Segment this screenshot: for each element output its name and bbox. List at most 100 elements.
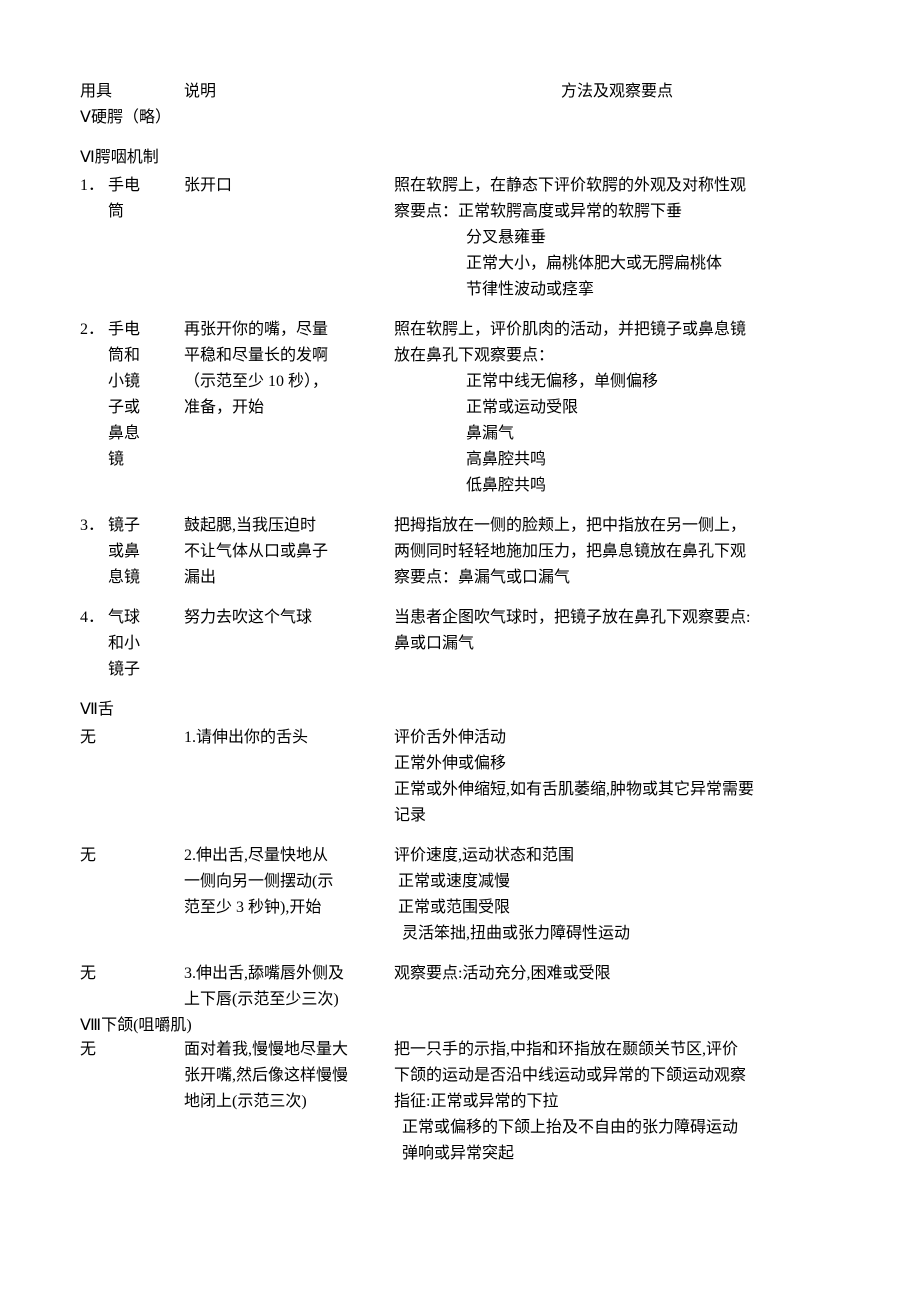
- sec8-item1-row1: 无 面对着我,慢慢地尽量大 把一只手的示指,中指和环指放在颞颌关节区,评价: [80, 1038, 840, 1062]
- sec6-item2-tool3: 小镜: [108, 370, 180, 394]
- sec7-item2-row1: 无 2.伸出舌,尽量快地从 评价速度,运动状态和范围: [80, 844, 840, 868]
- sec6-item3-instr3: 漏出: [184, 566, 394, 590]
- sec6-item4-instr: 努力去吹这个气球: [184, 606, 394, 630]
- section-7-title: Ⅶ舌: [80, 698, 840, 722]
- sec6-item2-instr3: （示范至少 10 秒），: [184, 370, 394, 394]
- sec7-item3-row1: 无 3.伸出舌,舔嘴唇外侧及 观察要点:活动充分,困难或受限: [80, 962, 840, 986]
- sec6-item4-tool1: 气球: [108, 606, 180, 630]
- sec6-item1-m1: 照在软腭上，在静态下评价软腭的外观及对称性观: [394, 174, 840, 198]
- sec6-item2-m6: 高鼻腔共鸣: [394, 448, 840, 472]
- sec8-item1-m4: 正常或偏移的下颌上抬及不自由的张力障碍运动: [394, 1116, 840, 1140]
- sec7-item1-m2: 正常外伸或偏移: [394, 752, 840, 776]
- sec6-item2-row2: 筒和 平稳和尽量长的发啊 放在鼻孔下观察要点：: [80, 344, 840, 368]
- sec6-item2-m5: 鼻漏气: [394, 422, 840, 446]
- section-8-title: Ⅷ下颌(咀嚼肌): [80, 1014, 840, 1038]
- sec6-item2-instr2: 平稳和尽量长的发啊: [184, 344, 394, 368]
- sec6-item3-row3: 息镜 漏出 察要点：鼻漏气或口漏气: [80, 566, 840, 590]
- sec8-item1-row2: 张开嘴,然后像这样慢慢 下颌的运动是否沿中线运动或异常的下颌运动观察: [80, 1064, 840, 1088]
- sec6-item4-tool3: 镜子: [108, 658, 180, 682]
- sec6-item4-m2: 鼻或口漏气: [394, 632, 840, 656]
- sec7-item3-row2: 上下唇(示范至少三次): [80, 988, 840, 1012]
- sec8-item1-row5: 弹响或异常突起: [80, 1142, 840, 1166]
- sec6-item2-instr1: 再张开你的嘴，尽量: [184, 318, 394, 342]
- sec8-item1-m2: 下颌的运动是否沿中线运动或异常的下颌运动观察: [394, 1064, 840, 1088]
- sec6-item3-m3: 察要点：鼻漏气或口漏气: [394, 566, 840, 590]
- sec6-item4-row2: 和小 鼻或口漏气: [80, 632, 840, 656]
- sec6-item3-row1: 3．镜子 鼓起腮,当我压迫时 把拇指放在一侧的脸颊上，把中指放在另一侧上，: [80, 514, 840, 538]
- section-6-title: Ⅵ腭咽机制: [80, 146, 840, 170]
- sec7-item2-tool: 无: [80, 844, 184, 868]
- sec6-item2-row7: 低鼻腔共鸣: [80, 474, 840, 498]
- sec8-item1-m1: 把一只手的示指,中指和环指放在颞颌关节区,评价: [394, 1038, 840, 1062]
- sec6-item2-num: 2．: [80, 318, 108, 342]
- document-page: 用具 说明 方法及观察要点 Ⅴ硬腭（略） Ⅵ腭咽机制 1． 手电 张开口 照在软…: [0, 0, 920, 1302]
- sec8-item1-row4: 正常或偏移的下颌上抬及不自由的张力障碍运动: [80, 1116, 840, 1140]
- sec6-item3-row2: 或鼻 不让气体从口或鼻子 两侧同时轻轻地施加压力，把鼻息镜放在鼻孔下观: [80, 540, 840, 564]
- sec6-item2-m7: 低鼻腔共鸣: [394, 474, 840, 498]
- sec6-item1-row1: 1． 手电 张开口 照在软腭上，在静态下评价软腭的外观及对称性观: [80, 174, 840, 198]
- sec6-item2-tool1: 手电: [108, 318, 180, 342]
- sec7-item2-row2: 一侧向另一侧摆动(示 正常或速度减慢: [80, 870, 840, 894]
- sec6-item2-row6: 镜 高鼻腔共鸣: [80, 448, 840, 472]
- sec6-item1-row5: 节律性波动或痉挛: [80, 278, 840, 302]
- sec7-item1-row4: 记录: [80, 804, 840, 828]
- sec6-item2-row5: 鼻息 鼻漏气: [80, 422, 840, 446]
- sec6-item2-m3: 正常中线无偏移，单侧偏移: [394, 370, 840, 394]
- sec6-item3-tool1: 镜子: [108, 514, 180, 538]
- sec6-item2-tool2: 筒和: [108, 344, 180, 368]
- sec6-item1-tool1: 手电: [108, 174, 180, 198]
- sec8-item1-instr2: 张开嘴,然后像这样慢慢: [184, 1064, 394, 1088]
- sec7-item2-m4: 灵活笨拙,扭曲或张力障碍性运动: [394, 922, 840, 946]
- sec7-item2-row3: 范至少 3 秒钟),开始 正常或范围受限: [80, 896, 840, 920]
- sec6-item3-tool2: 或鼻: [108, 540, 180, 564]
- sec6-item4-row1: 4．气球 努力去吹这个气球 当患者企图吹气球时，把镜子放在鼻孔下观察要点:: [80, 606, 840, 630]
- sec7-item2-instr1: 2.伸出舌,尽量快地从: [184, 844, 394, 868]
- sec6-item2-m2: 放在鼻孔下观察要点：: [394, 344, 840, 368]
- sec7-item1-instr: 1.请伸出你的舌头: [184, 726, 394, 750]
- sec6-item2-tool4: 子或: [108, 396, 180, 420]
- sec6-item2-m4: 正常或运动受限: [394, 396, 840, 420]
- sec7-item1-m3: 正常或外伸缩短,如有舌肌萎缩,肿物或其它异常需要: [394, 778, 840, 802]
- sec6-item2-tool5: 鼻息: [108, 422, 180, 446]
- sec7-item2-m1: 评价速度,运动状态和范围: [394, 844, 840, 868]
- sec7-item2-m3: 正常或范围受限: [394, 896, 840, 920]
- sec8-item1-m3: 指征:正常或异常的下拉: [394, 1090, 840, 1114]
- sec6-item1-m4: 正常大小，扁桃体肥大或无腭扁桃体: [394, 252, 840, 276]
- sec7-item2-row4: 灵活笨拙,扭曲或张力障碍性运动: [80, 922, 840, 946]
- sec6-item1-instr: 张开口: [184, 174, 394, 198]
- sec6-item3-instr2: 不让气体从口或鼻子: [184, 540, 394, 564]
- sec7-item1-row2: 正常外伸或偏移: [80, 752, 840, 776]
- sec6-item1-m3: 分叉悬雍垂: [394, 226, 840, 250]
- sec8-item1-instr1: 面对着我,慢慢地尽量大: [184, 1038, 394, 1062]
- section-5-title: Ⅴ硬腭（略）: [80, 106, 175, 130]
- sec7-item3-instr1: 3.伸出舌,舔嘴唇外侧及: [184, 962, 394, 986]
- section-5-row: Ⅴ硬腭（略）: [80, 106, 840, 130]
- sec8-item1-instr3: 地闭上(示范三次): [184, 1090, 394, 1114]
- sec8-item1-tool: 无: [80, 1038, 184, 1062]
- sec7-item1-tool: 无: [80, 726, 184, 750]
- sec8-item1-row3: 地闭上(示范三次) 指征:正常或异常的下拉: [80, 1090, 840, 1114]
- sec6-item1-m5: 节律性波动或痉挛: [394, 278, 840, 302]
- sec6-item2-instr4: 准备，开始: [184, 396, 394, 420]
- sec7-item1-m1: 评价舌外伸活动: [394, 726, 840, 750]
- sec6-item2-row1: 2．手电 再张开你的嘴，尽量 照在软腭上，评价肌肉的活动，并把镜子或鼻息镜: [80, 318, 840, 342]
- sec6-item2-row4: 子或 准备，开始 正常或运动受限: [80, 396, 840, 420]
- sec6-item4-num: 4．: [80, 606, 108, 630]
- sec7-item3-tool: 无: [80, 962, 184, 986]
- sec6-item1-row2: 筒 察要点：正常软腭高度或异常的软腭下垂: [80, 200, 840, 224]
- sec6-item1-row3: 分叉悬雍垂: [80, 226, 840, 250]
- sec7-item2-instr3: 范至少 3 秒钟),开始: [184, 896, 394, 920]
- header-tool: 用具: [80, 80, 184, 104]
- sec6-item1-m2: 察要点：正常软腭高度或异常的软腭下垂: [394, 200, 840, 224]
- sec6-item3-tool3: 息镜: [108, 566, 180, 590]
- sec7-item2-m2: 正常或速度减慢: [394, 870, 840, 894]
- sec6-item2-row3: 小镜 （示范至少 10 秒）， 正常中线无偏移，单侧偏移: [80, 370, 840, 394]
- sec6-item3-m2: 两侧同时轻轻地施加压力，把鼻息镜放在鼻孔下观: [394, 540, 840, 564]
- sec7-item3-m1: 观察要点:活动充分,困难或受限: [394, 962, 840, 986]
- sec6-item4-row3: 镜子: [80, 658, 840, 682]
- header-instruction: 说明: [184, 80, 394, 104]
- sec8-item1-m5: 弹响或异常突起: [394, 1142, 840, 1166]
- sec6-item4-m1: 当患者企图吹气球时，把镜子放在鼻孔下观察要点:: [394, 606, 840, 630]
- sec6-item1-tool: 1． 手电: [80, 174, 184, 198]
- sec6-item1-row4: 正常大小，扁桃体肥大或无腭扁桃体: [80, 252, 840, 276]
